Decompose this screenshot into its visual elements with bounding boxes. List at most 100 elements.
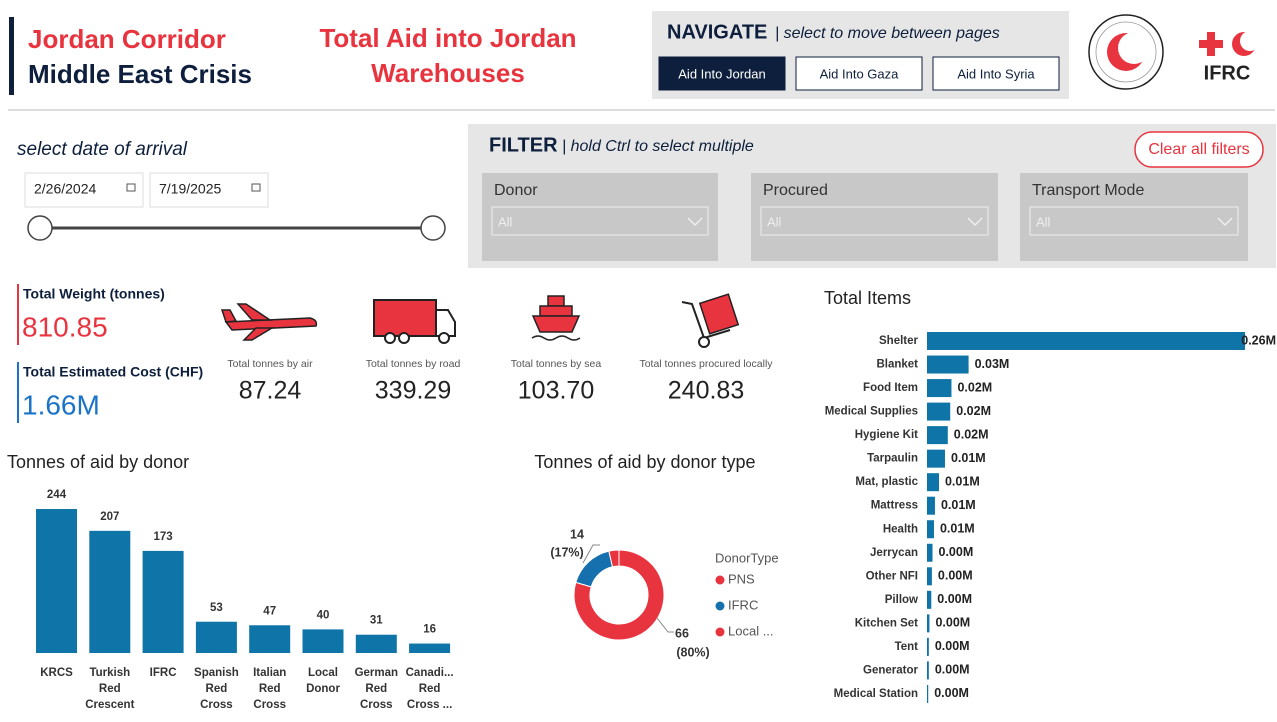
- nav-button[interactable]: [795, 56, 923, 91]
- data-label: 14: [570, 527, 584, 541]
- bar: [249, 625, 291, 653]
- dropdown-box[interactable]: [1029, 206, 1239, 236]
- legend-swatch: [715, 627, 725, 637]
- bar: [927, 355, 969, 374]
- date-box[interactable]: [24, 172, 144, 208]
- page-title: Warehouses: [371, 58, 525, 88]
- y-tick-label: Mattress: [871, 500, 918, 512]
- data-label: 31: [370, 615, 383, 627]
- transport-label: Total tonnes by sea: [511, 358, 602, 370]
- y-tick-label: Shelter: [879, 335, 919, 347]
- dropdown-label: Transport Mode: [1032, 182, 1144, 199]
- y-tick-label: Tarpaulin: [867, 453, 918, 465]
- dropdown-box[interactable]: [491, 206, 709, 236]
- data-label: 0.02M: [957, 380, 992, 394]
- dropdown-chevron: [687, 217, 703, 227]
- date-start: 2/26/2024: [34, 181, 96, 197]
- data-label: 0.00M: [935, 616, 970, 630]
- bar: [89, 530, 131, 653]
- ifrc-logo-text: IFRC: [1204, 62, 1251, 84]
- dropdown-chevron: [967, 217, 983, 227]
- y-tick-label: Food Item: [863, 382, 918, 394]
- truck-icon: [373, 299, 456, 344]
- chart-title: Tonnes of aid by donor: [7, 452, 189, 472]
- bar: [927, 496, 935, 515]
- data-label: 0.00M: [934, 686, 969, 700]
- date-box[interactable]: [149, 172, 269, 208]
- kpi-value: 1.66M: [22, 389, 100, 420]
- x-tick-label: Local Donor: [306, 667, 340, 695]
- donut-slice: [573, 549, 665, 641]
- legend-label: Local ...: [728, 623, 774, 638]
- x-tick-label: Spanish Red Cross: [194, 667, 239, 711]
- ifrc-logo: IFRC: [1199, 31, 1260, 84]
- y-tick-label: Hygiene Kit: [855, 429, 918, 441]
- transport-value: 339.29: [375, 377, 451, 405]
- nav-button-label: Aid Into Syria: [957, 66, 1035, 81]
- plane-icon: [220, 303, 318, 341]
- kpi-accent: [17, 362, 19, 423]
- y-tick-label: Pillow: [885, 594, 918, 606]
- org-line: Middle East Crisis: [28, 59, 252, 89]
- data-label: 0.02M: [954, 427, 989, 441]
- transport-value: 87.24: [239, 377, 302, 405]
- clear-filters-text: Clear all filters: [1148, 141, 1249, 158]
- y-tick-label: Other NFI: [866, 570, 918, 582]
- bar: [927, 637, 929, 656]
- nav-button[interactable]: [658, 56, 786, 91]
- legend-title: DonorType: [715, 550, 779, 565]
- data-label: 173: [154, 531, 173, 543]
- legend-swatch: [715, 575, 725, 585]
- transport-kpis: Total tonnes by air 87.24 Total tonnes by …: [227, 358, 773, 405]
- bar: [927, 543, 933, 562]
- bar: [409, 643, 451, 653]
- kpis: Total Weight (tonnes) 810.85 Total Estimat…: [17, 284, 203, 423]
- slider-handle[interactable]: [420, 215, 446, 241]
- calendar-icon: [251, 183, 261, 192]
- bar: [302, 629, 344, 653]
- x-tick-label: Italian Red Cross: [253, 667, 286, 711]
- y-tick-label: Health: [883, 523, 918, 535]
- data-label: 0.00M: [938, 569, 973, 583]
- bar: [927, 473, 939, 492]
- nav-button[interactable]: [932, 56, 1060, 91]
- bar: [927, 402, 951, 421]
- data-label: 0.00M: [937, 592, 972, 606]
- bar: [927, 332, 1245, 350]
- data-label: 0.02M: [956, 404, 991, 418]
- bar: [927, 684, 929, 703]
- data-label: (80%): [676, 645, 709, 659]
- y-tick-label: Tent: [895, 641, 919, 653]
- nav-button-label: Aid Into Jordan: [678, 66, 765, 81]
- x-tick-label: German Red Cross: [355, 667, 398, 711]
- transport-value: 103.70: [518, 377, 594, 405]
- jrc-logo: [1088, 14, 1164, 90]
- date-label: select date of arrival: [17, 139, 188, 160]
- dropdown-value: All: [767, 214, 782, 229]
- chart-title: Total Items: [824, 288, 911, 308]
- clear-filters-button[interactable]: [1134, 131, 1264, 168]
- data-label: 16: [423, 624, 436, 636]
- data-label: 0.03M: [975, 357, 1010, 371]
- data-label: 53: [210, 602, 223, 614]
- y-tick-label: Jerrycan: [870, 547, 918, 559]
- x-tick-label: Turkish Red Crescent: [85, 667, 134, 711]
- data-label: 0.01M: [945, 474, 980, 488]
- y-tick-label: Generator: [863, 664, 918, 676]
- slider-handle[interactable]: [27, 215, 53, 241]
- navigate-hint: | select to move between pages: [775, 25, 1000, 42]
- dropdown-box[interactable]: [760, 206, 989, 236]
- navigate-title: NAVIGATE: [667, 21, 767, 43]
- bar: [927, 614, 930, 633]
- ship-icon: [531, 295, 581, 341]
- bar: [142, 550, 184, 653]
- dropdown-value: All: [1036, 214, 1051, 229]
- transport-label: Total tonnes procured locally: [639, 358, 773, 370]
- x-tick-label: Canadi... Red Cross ...: [406, 667, 454, 711]
- transport-label: Total tonnes by road: [366, 358, 461, 370]
- dropdown-value: All: [498, 214, 513, 229]
- data-label: 0.01M: [941, 498, 976, 512]
- x-tick-label: IFRC: [150, 667, 177, 679]
- trolley-icon: [681, 293, 740, 348]
- data-label: 66: [675, 626, 689, 640]
